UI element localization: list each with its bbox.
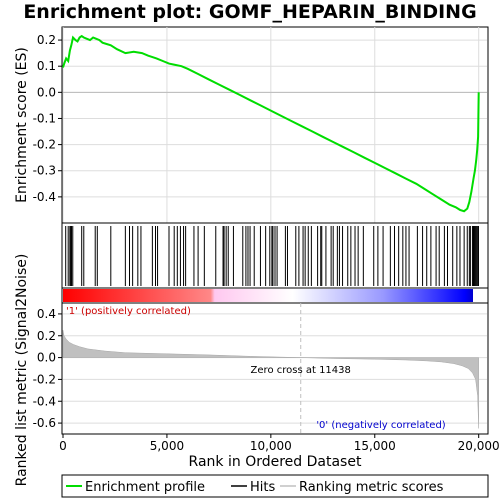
metric-x-tick-label: 5,000: [150, 439, 184, 453]
ranked-list-colorbar: [63, 289, 473, 302]
metric-y-axis: 0.4 0.2 0.0 -0.2 -0.4 -0.6: [33, 307, 62, 430]
es-y-axis-label: Enrichment score (ES): [14, 47, 30, 203]
es-y-tick-label: -0.4: [33, 190, 56, 204]
es-y-tick-label: 0.1: [37, 59, 56, 73]
metric-y-tick-label: 0.4: [37, 307, 56, 321]
metric-panel-frame: [61, 302, 489, 435]
enrichment-profile-line: [62, 34, 480, 213]
legend-box: [61, 474, 489, 498]
es-y-axis: 0.2 0.1 0.0 -0.1 -0.2 -0.3 -0.4: [33, 33, 62, 204]
metric-y-tick-label: -0.2: [33, 372, 56, 386]
legend-label-hits: Hits: [250, 480, 275, 495]
metric-y-tick-label: 0.0: [37, 351, 56, 365]
metric-x-tick-label: 10,000: [250, 439, 292, 453]
es-grid: [62, 27, 487, 223]
legend-label-ranking-metric: Ranking metric scores: [299, 480, 444, 495]
metric-y-tick-label: -0.4: [33, 394, 56, 408]
metric-x-tick-label: 20,000: [458, 439, 500, 453]
metric-x-axis-label: Rank in Ordered Dataset: [189, 454, 362, 470]
legend: Enrichment profile Hits Ranking metric s…: [66, 480, 444, 495]
hits-ticks: [65, 226, 479, 286]
metric-y-tick-label: -0.6: [33, 416, 56, 430]
metric-annotation: Zero cross at 11438: [251, 365, 351, 376]
metric-x-tick-label: 15,000: [354, 439, 396, 453]
legend-label-enrichment-profile: Enrichment profile: [85, 480, 205, 495]
metric-y-axis-label: Ranked list metric (Signal2Noise): [14, 254, 30, 487]
metric-annotation: '0' (negatively correlated): [316, 420, 445, 431]
es-y-tick-label: -0.3: [33, 164, 56, 178]
ranking-metric-area: [62, 330, 479, 429]
metric-x-tick-label: 0: [59, 439, 67, 453]
es-panel-frame: [61, 26, 489, 224]
es-y-tick-label: 0.2: [37, 33, 56, 47]
metric-annotations: '1' (positively correlated) Zero cross at…: [66, 306, 446, 431]
es-y-tick-label: -0.1: [33, 111, 56, 125]
chart-title: Enrichment plot: GOMF_HEPARIN_BINDING: [23, 1, 476, 23]
metric-x-axis: 0 5,000 10,000 15,000 20,000: [59, 434, 500, 453]
metric-annotation: '1' (positively correlated): [66, 306, 191, 317]
es-y-tick-label: -0.2: [33, 138, 56, 152]
es-y-tick-label: 0.0: [37, 85, 56, 99]
metric-y-tick-label: 0.2: [37, 329, 56, 343]
